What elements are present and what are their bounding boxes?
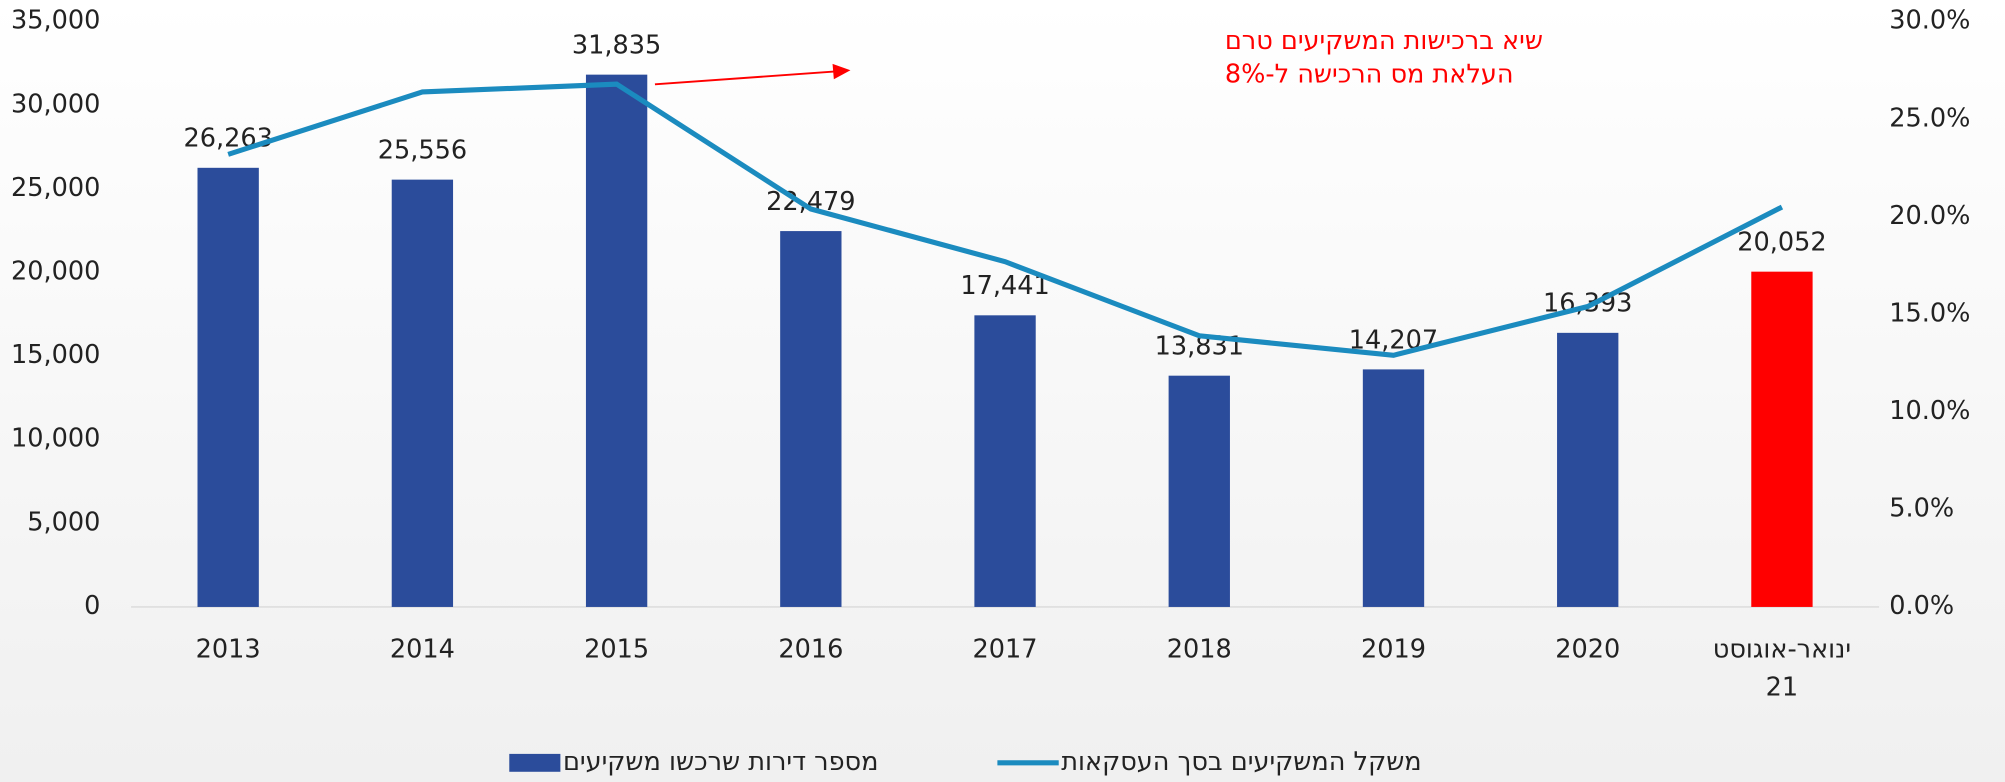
y2-tick-label: 10.0% bbox=[1889, 396, 1970, 426]
bar bbox=[1557, 332, 1619, 607]
line bbox=[227, 81, 1784, 358]
y2-tick-label: 30.0% bbox=[1889, 6, 1970, 36]
y2-tick-label: 5.0% bbox=[1889, 493, 1954, 523]
y-tick-label: 10,000 bbox=[11, 424, 100, 454]
x-tick-label: 2014 bbox=[390, 634, 455, 664]
x-tick-label: ינואר-אוגוסט 21 bbox=[1713, 634, 1851, 702]
y-tick-label: 20,000 bbox=[11, 257, 100, 287]
y-tick-label: 30,000 bbox=[11, 89, 100, 119]
y-tick-label: 15,000 bbox=[11, 340, 100, 370]
x-tick-label: 2016 bbox=[778, 634, 843, 664]
legend-swatch bbox=[509, 753, 561, 772]
legend-label: משקל המשקיעים בסך העסקאות bbox=[1061, 747, 1421, 777]
annotation: שיא ברכישות המשקיעים טרם bbox=[1225, 26, 1543, 56]
bar bbox=[1168, 375, 1230, 607]
x-tick-label: 2020 bbox=[1555, 634, 1620, 664]
x-tick-label: 2013 bbox=[196, 634, 261, 664]
annotation-arrow bbox=[654, 70, 834, 86]
bar bbox=[391, 179, 454, 607]
bar bbox=[585, 74, 648, 607]
data-label: 31,835 bbox=[572, 31, 661, 61]
y-tick-label: 0 bbox=[84, 591, 100, 621]
data-label: 20,052 bbox=[1737, 228, 1826, 258]
data-label: 17,441 bbox=[960, 271, 1049, 301]
legend-label: מספר דירות שרכשו משקיעים bbox=[563, 747, 879, 777]
x-tick-label: 2018 bbox=[1167, 634, 1232, 664]
data-label: 25,556 bbox=[378, 136, 467, 166]
y-tick-label: 35,000 bbox=[11, 6, 100, 36]
bar bbox=[1362, 369, 1425, 607]
y2-tick-label: 25.0% bbox=[1889, 103, 1970, 133]
x-tick-label: 2015 bbox=[584, 634, 649, 664]
data-label: 26,263 bbox=[183, 124, 272, 154]
bar bbox=[780, 231, 842, 607]
y-tick-label: 5,000 bbox=[27, 507, 100, 537]
x-tick-label: 2019 bbox=[1361, 634, 1426, 664]
bar bbox=[197, 167, 259, 607]
x-tick-label: 2017 bbox=[973, 634, 1038, 664]
y2-tick-label: 15.0% bbox=[1889, 298, 1970, 328]
bar bbox=[1751, 271, 1813, 607]
bar bbox=[974, 315, 1036, 607]
y2-tick-label: 20.0% bbox=[1889, 201, 1970, 231]
arrow-head bbox=[832, 63, 851, 80]
y-tick-label: 25,000 bbox=[11, 173, 100, 203]
annotation: העלאת מס הרכישה ל-8% bbox=[1225, 59, 1514, 89]
y2-tick-label: 0.0% bbox=[1889, 591, 1954, 621]
